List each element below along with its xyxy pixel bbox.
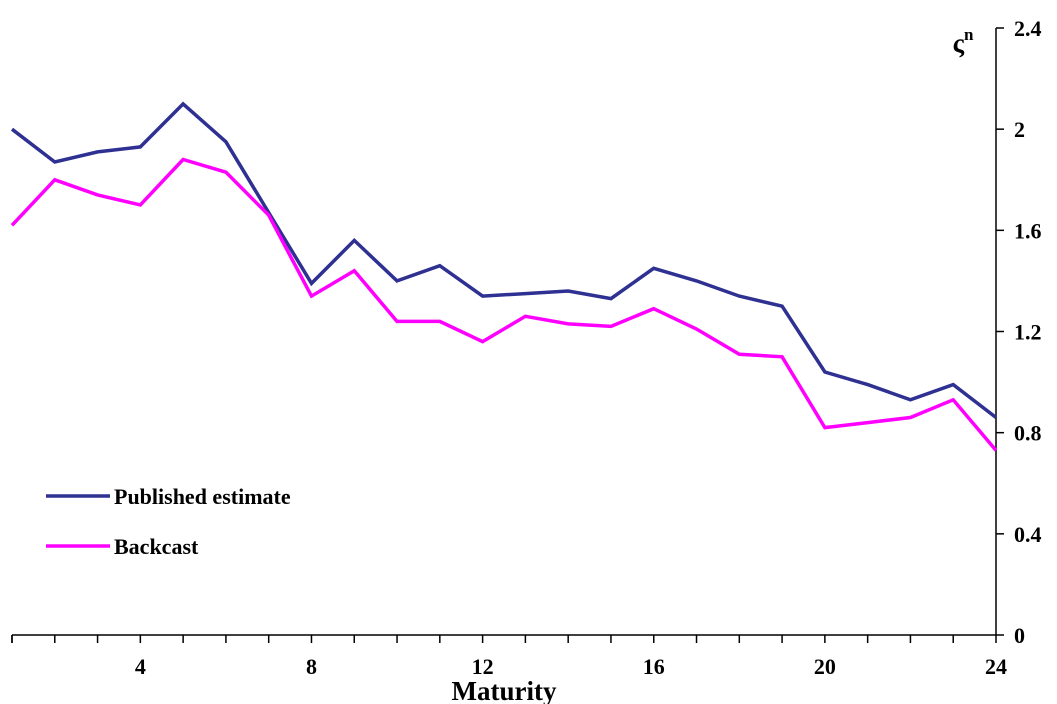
legend: Published estimate Backcast [46, 484, 291, 559]
x-tick-label: 16 [643, 654, 665, 679]
legend-label: Published estimate [114, 484, 291, 509]
series-layer [10, 101, 998, 452]
x-tick-label: 12 [472, 654, 494, 679]
axes-layer [11, 27, 1004, 643]
series-line-published-estimate [10, 101, 998, 419]
y-tick-label: 1.2 [1014, 320, 1042, 345]
y-axis-title-superscript: n [964, 25, 974, 44]
x-tick-label: 24 [985, 654, 1007, 679]
x-tick-label: 8 [306, 654, 317, 679]
x-tick-label: 4 [135, 654, 146, 679]
legend-label: Backcast [114, 534, 199, 559]
y-tick-label: 2.4 [1014, 16, 1042, 41]
y-axis-title-symbol: ς [953, 28, 965, 58]
x-tick-label: 20 [814, 654, 836, 679]
y-axis-title: ςn [953, 25, 974, 58]
y-tick-label: 1.6 [1014, 218, 1042, 243]
y-tick-label: 0.4 [1014, 522, 1042, 547]
labels-layer: Maturity ςn 4 8 12 16 20 24 0 0.4 0.8 1.2 1.6 2 2.4 [135, 16, 1042, 704]
y-tick-label: 0.8 [1014, 421, 1042, 446]
series-line-backcast [10, 157, 998, 452]
y-tick-label: 2 [1014, 117, 1025, 142]
x-axis-title: Maturity [452, 676, 557, 704]
y-tick-label: 0 [1014, 623, 1025, 648]
